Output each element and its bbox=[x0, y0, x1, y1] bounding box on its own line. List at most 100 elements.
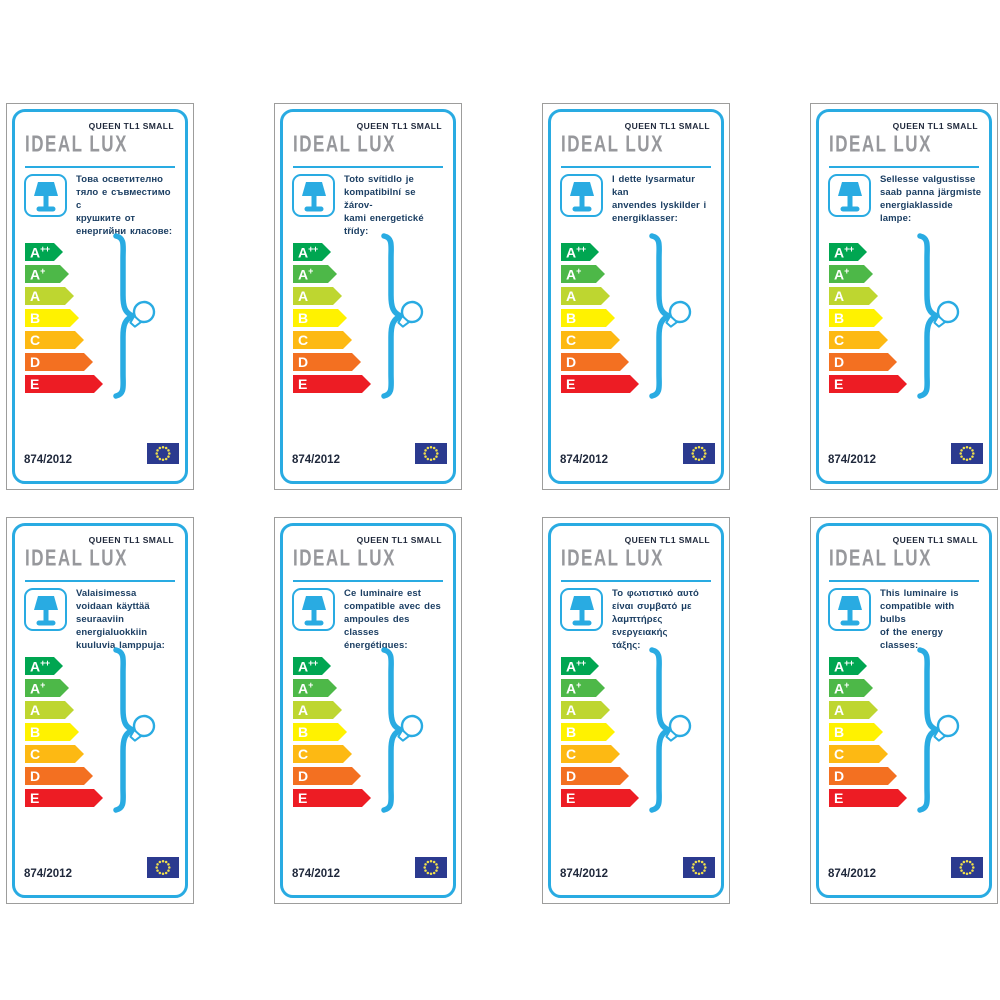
product-name: QUEEN TL1 SMALL bbox=[624, 121, 710, 131]
brand-logo: IDEAL LUX bbox=[561, 545, 664, 571]
light-bulb-icon bbox=[665, 300, 692, 328]
energy-label-card: QUEEN TL1 SMALL IDEAL LUX This luminaire… bbox=[810, 517, 998, 904]
energy-class-a-arrow: A bbox=[561, 701, 610, 719]
brace-path bbox=[113, 233, 141, 399]
eu-flag-icon bbox=[415, 857, 447, 878]
energy-class-a-arrow: A bbox=[561, 287, 610, 305]
energy-class-a-plus-plus-arrow: A++ bbox=[561, 243, 599, 261]
energy-class-c-arrow: C bbox=[829, 331, 888, 349]
eu-flag-icon bbox=[415, 443, 447, 464]
eu-flag-icon bbox=[683, 857, 715, 878]
label-blue-border: QUEEN TL1 SMALL IDEAL LUX Ce luminaire e… bbox=[280, 523, 456, 898]
energy-class-a-plus-arrow: A+ bbox=[25, 265, 69, 283]
energy-label-card: QUEEN TL1 SMALL IDEAL LUX Το φωτιστικό α… bbox=[542, 517, 730, 904]
header-divider bbox=[25, 580, 175, 582]
energy-class-arrows: A++ A+ A B C D E bbox=[293, 657, 371, 811]
header-divider bbox=[25, 166, 175, 168]
energy-class-arrows: A++ A+ A B C D E bbox=[293, 243, 371, 397]
energy-class-a-arrow: A bbox=[829, 287, 878, 305]
compatibility-text: Valaisimessa voidaan käyttää seuraaviin … bbox=[76, 588, 165, 651]
curly-brace-icon bbox=[646, 646, 718, 821]
energy-class-c-arrow: C bbox=[293, 331, 352, 349]
curly-brace-icon bbox=[378, 646, 450, 821]
regulation-number: 874/2012 bbox=[560, 454, 608, 466]
compatibility-text: This luminaire is compatible with bulbs … bbox=[880, 588, 959, 651]
curly-brace-icon bbox=[914, 646, 986, 821]
product-name: QUEEN TL1 SMALL bbox=[356, 121, 442, 131]
brand-logo: IDEAL LUX bbox=[293, 545, 396, 571]
energy-class-e-arrow: E bbox=[829, 375, 907, 393]
labels-grid: QUEEN TL1 SMALL IDEAL LUX Това осветител… bbox=[6, 103, 998, 904]
header-divider bbox=[829, 166, 979, 168]
energy-class-b-arrow: B bbox=[25, 309, 79, 327]
energy-label-card: QUEEN TL1 SMALL IDEAL LUX Valaisimessa v… bbox=[6, 517, 194, 904]
energy-class-a-arrow: A bbox=[829, 701, 878, 719]
header-divider bbox=[829, 580, 979, 582]
compatibility-text: Toto svítidlo je kompatibilní se žárov- … bbox=[344, 174, 424, 237]
brand-logo: IDEAL LUX bbox=[25, 131, 128, 157]
energy-class-e-arrow: E bbox=[25, 375, 103, 393]
light-bulb-icon bbox=[129, 300, 156, 328]
eu-flag-icon bbox=[147, 443, 179, 464]
light-bulb-icon bbox=[933, 714, 960, 742]
energy-class-d-arrow: D bbox=[829, 353, 897, 371]
energy-class-d-arrow: D bbox=[293, 353, 361, 371]
energy-class-d-arrow: D bbox=[25, 767, 93, 785]
energy-class-a-plus-arrow: A+ bbox=[829, 679, 873, 697]
regulation-number: 874/2012 bbox=[828, 454, 876, 466]
label-blue-border: QUEEN TL1 SMALL IDEAL LUX Sellesse valgu… bbox=[816, 109, 992, 484]
energy-class-a-plus-plus-arrow: A++ bbox=[25, 657, 63, 675]
energy-class-a-plus-plus-arrow: A++ bbox=[829, 243, 867, 261]
product-name: QUEEN TL1 SMALL bbox=[356, 535, 442, 545]
product-name: QUEEN TL1 SMALL bbox=[892, 121, 978, 131]
light-bulb-icon bbox=[933, 300, 960, 328]
table-lamp-icon bbox=[560, 588, 603, 631]
eu-flag-icon bbox=[147, 857, 179, 878]
header-divider bbox=[293, 580, 443, 582]
eu-flag-icon bbox=[683, 443, 715, 464]
table-lamp-icon bbox=[292, 588, 335, 631]
regulation-number: 874/2012 bbox=[292, 454, 340, 466]
energy-class-a-plus-arrow: A+ bbox=[561, 265, 605, 283]
energy-class-d-arrow: D bbox=[561, 353, 629, 371]
energy-class-b-arrow: B bbox=[293, 723, 347, 741]
brace-path bbox=[113, 647, 141, 813]
light-bulb-icon bbox=[665, 714, 692, 742]
brace-path bbox=[917, 233, 945, 399]
energy-label-card: QUEEN TL1 SMALL IDEAL LUX Това осветител… bbox=[6, 103, 194, 490]
energy-class-b-arrow: B bbox=[561, 723, 615, 741]
compatibility-text: Sellesse valgustisse saab panna järgmist… bbox=[880, 174, 982, 224]
energy-class-d-arrow: D bbox=[25, 353, 93, 371]
energy-class-e-arrow: E bbox=[829, 789, 907, 807]
compatibility-text: Това осветително тяло е съвместимо с кру… bbox=[76, 174, 173, 237]
brace-path bbox=[649, 647, 677, 813]
light-bulb-icon bbox=[397, 714, 424, 742]
energy-class-c-arrow: C bbox=[561, 331, 620, 349]
regulation-number: 874/2012 bbox=[560, 868, 608, 880]
energy-class-a-plus-plus-arrow: A++ bbox=[25, 243, 63, 261]
table-lamp-icon bbox=[828, 174, 871, 217]
energy-class-arrows: A++ A+ A B C D E bbox=[561, 657, 639, 811]
energy-label-card: QUEEN TL1 SMALL IDEAL LUX Ce luminaire e… bbox=[274, 517, 462, 904]
energy-class-b-arrow: B bbox=[829, 723, 883, 741]
curly-brace-icon bbox=[378, 232, 450, 407]
energy-class-a-plus-plus-arrow: A++ bbox=[561, 657, 599, 675]
product-name: QUEEN TL1 SMALL bbox=[624, 535, 710, 545]
product-name: QUEEN TL1 SMALL bbox=[88, 535, 174, 545]
curly-brace-icon bbox=[110, 646, 182, 821]
header-divider bbox=[561, 580, 711, 582]
energy-class-a-arrow: A bbox=[293, 701, 342, 719]
brace-path bbox=[917, 647, 945, 813]
regulation-number: 874/2012 bbox=[292, 868, 340, 880]
energy-label-card: QUEEN TL1 SMALL IDEAL LUX Sellesse valgu… bbox=[810, 103, 998, 490]
header-divider bbox=[561, 166, 711, 168]
label-blue-border: QUEEN TL1 SMALL IDEAL LUX Toto svítidlo … bbox=[280, 109, 456, 484]
energy-class-d-arrow: D bbox=[829, 767, 897, 785]
energy-class-a-plus-plus-arrow: A++ bbox=[293, 657, 331, 675]
energy-class-a-plus-plus-arrow: A++ bbox=[293, 243, 331, 261]
energy-class-a-plus-arrow: A+ bbox=[561, 679, 605, 697]
energy-class-c-arrow: C bbox=[829, 745, 888, 763]
table-lamp-icon bbox=[292, 174, 335, 217]
energy-class-arrows: A++ A+ A B C D E bbox=[25, 243, 103, 397]
